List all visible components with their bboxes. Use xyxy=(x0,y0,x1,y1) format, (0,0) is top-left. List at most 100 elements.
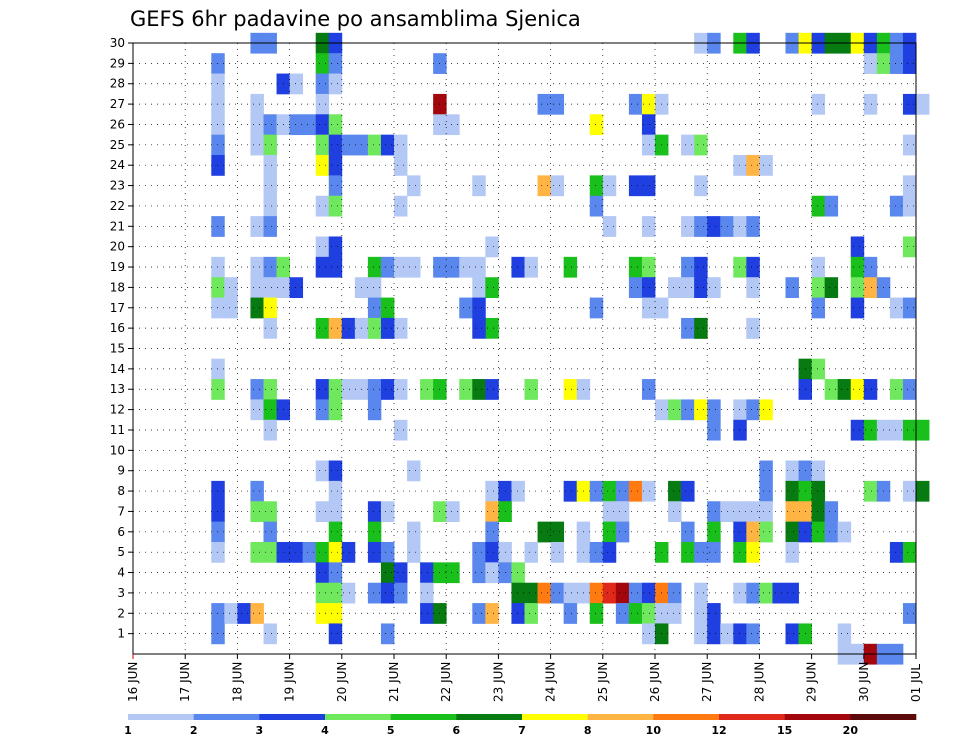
heatmap-cell xyxy=(537,175,551,197)
heatmap-cell xyxy=(459,297,473,319)
y-tick-label: 26 xyxy=(110,117,125,131)
heatmap-cell xyxy=(811,256,826,278)
heatmap-cell xyxy=(407,541,421,563)
heatmap-cell xyxy=(641,216,656,237)
heatmap-cell xyxy=(472,277,486,298)
y-tick-label: 10 xyxy=(110,443,125,457)
heatmap-cell xyxy=(681,256,695,278)
heatmap-cell xyxy=(328,256,343,278)
heatmap-cell xyxy=(772,582,786,604)
x-tick-label: 30 JUN xyxy=(857,662,871,702)
heatmap-cell xyxy=(237,603,251,624)
heatmap-cell xyxy=(263,175,277,197)
heatmap-cell xyxy=(446,501,460,523)
heatmap-cell xyxy=(211,623,225,645)
y-tick-label: 8 xyxy=(117,484,125,498)
heatmap-cell xyxy=(380,134,395,156)
heatmap-cell xyxy=(328,399,343,421)
heatmap-cell xyxy=(289,541,304,563)
y-tick-label: 25 xyxy=(110,138,125,152)
heatmap-cell xyxy=(224,277,238,298)
heatmap-cell xyxy=(211,93,225,115)
x-tick-label: 21 JUN xyxy=(387,662,401,702)
heatmap-cell xyxy=(902,236,917,258)
heatmap-cell xyxy=(394,317,408,339)
heatmap-cell xyxy=(694,623,708,645)
colorbar-label: 15 xyxy=(777,724,792,737)
heatmap-cell xyxy=(759,460,773,482)
heatmap-cell xyxy=(341,317,356,339)
heatmap-cell xyxy=(315,73,330,95)
heatmap-cell xyxy=(367,256,382,278)
heatmap-cell xyxy=(746,501,760,523)
heatmap-cell xyxy=(394,256,408,278)
heatmap-cell xyxy=(602,216,617,237)
heatmap-cell xyxy=(746,317,760,339)
heatmap-cell xyxy=(211,297,225,319)
heatmap-cell xyxy=(380,317,395,339)
heatmap-cell xyxy=(250,297,264,319)
heatmap-cell xyxy=(720,216,734,237)
heatmap-cell xyxy=(681,480,695,502)
heatmap-cell xyxy=(733,419,747,441)
heatmap-cell xyxy=(328,562,343,584)
heatmap-cell xyxy=(485,562,499,584)
heatmap-cell xyxy=(420,562,434,584)
heatmap-cell xyxy=(615,582,630,604)
heatmap-cell xyxy=(824,379,839,400)
heatmap-cell xyxy=(889,541,904,563)
colorbar-label: 12 xyxy=(711,724,726,737)
heatmap-cell xyxy=(550,175,565,197)
heatmap-cell xyxy=(263,155,277,176)
heatmap-cell xyxy=(250,134,264,156)
heatmap-cell xyxy=(850,277,865,298)
heatmap-cell xyxy=(380,541,395,563)
heatmap-cell xyxy=(668,399,682,421)
heatmap-cell xyxy=(694,277,708,298)
heatmap-cell xyxy=(641,582,656,604)
heatmap-cell xyxy=(367,317,382,339)
heatmap-cell xyxy=(641,175,656,197)
x-tick-label: 22 JUN xyxy=(439,662,453,702)
heatmap-cell xyxy=(328,175,343,197)
heatmap-cell xyxy=(485,379,499,400)
heatmap-cell xyxy=(211,480,225,502)
heatmap-cell xyxy=(289,73,304,95)
colorbar-swatch xyxy=(325,714,391,720)
x-tick-label: 19 JUN xyxy=(283,662,297,702)
heatmap-cell xyxy=(263,419,277,441)
heatmap-cell xyxy=(733,582,747,604)
heatmap-cell xyxy=(315,93,330,115)
heatmap-cell xyxy=(681,277,695,298)
heatmap-cell xyxy=(563,582,578,604)
heatmap-cell xyxy=(589,541,604,563)
heatmap-cell xyxy=(550,93,565,115)
colorbar-swatch xyxy=(390,714,457,720)
heatmap-cell xyxy=(733,399,747,421)
heatmap-cell xyxy=(628,582,643,604)
y-tick-label: 2 xyxy=(117,606,125,620)
heatmap-cell xyxy=(211,53,225,74)
heatmap-cell xyxy=(394,155,408,176)
heatmap-cell xyxy=(328,501,343,523)
heatmap-cell xyxy=(341,582,356,604)
heatmap-cell xyxy=(902,419,917,441)
heatmap-cell xyxy=(407,175,421,197)
heatmap-cell xyxy=(394,134,408,156)
heatmap-cell xyxy=(641,256,656,278)
x-tick-label: 24 JUN xyxy=(544,662,558,702)
x-tick-label: 25 JUN xyxy=(596,662,610,702)
heatmap-cell xyxy=(811,480,826,502)
heatmap-cell xyxy=(472,256,486,278)
heatmap-cell xyxy=(224,603,238,624)
heatmap-cell xyxy=(250,603,264,624)
heatmap-cell xyxy=(707,216,721,237)
heatmap-cell xyxy=(602,501,617,523)
heatmap-cell xyxy=(746,582,760,604)
heatmap-cell xyxy=(615,521,630,543)
heatmap-cell xyxy=(759,582,773,604)
heatmap-cell xyxy=(472,541,486,563)
heatmap-cell xyxy=(328,460,343,482)
heatmap-cell xyxy=(916,480,930,502)
heatmap-cell xyxy=(263,521,277,543)
